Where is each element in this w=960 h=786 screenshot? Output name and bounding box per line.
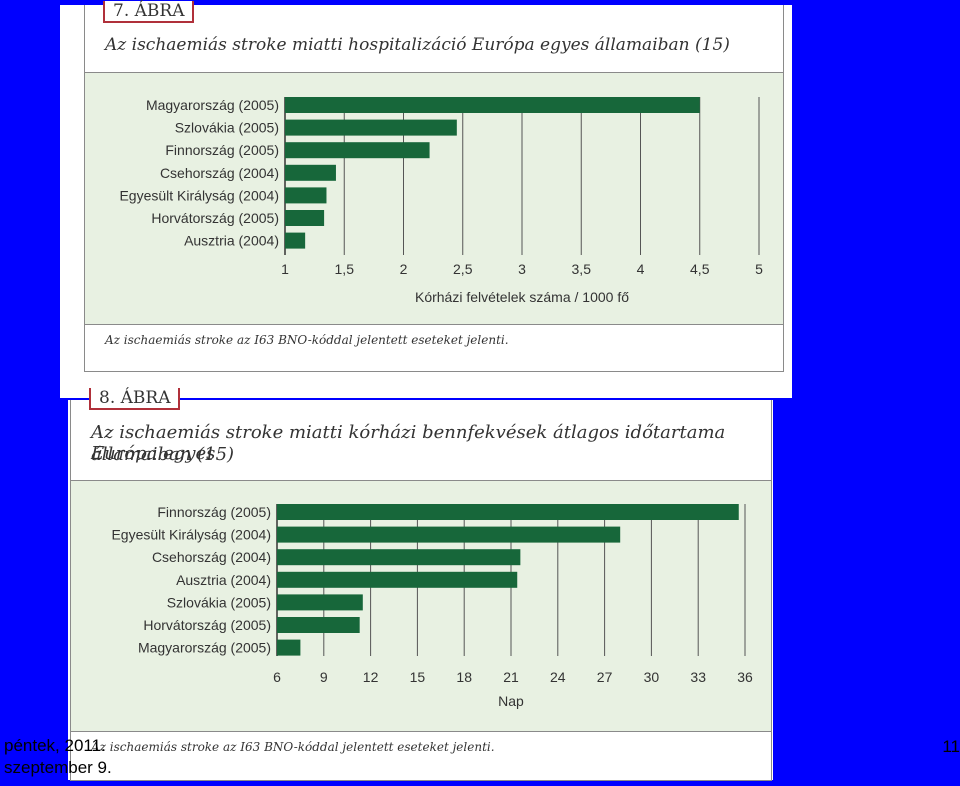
bar [277, 639, 301, 656]
x-tick-label: 5 [755, 261, 763, 277]
category-label: Ausztria (2004) [176, 572, 271, 588]
x-tick-label: 21 [503, 669, 519, 685]
x-axis-label: Nap [498, 693, 524, 709]
x-tick-label: 4,5 [690, 261, 710, 277]
bar [277, 594, 363, 611]
figure2-inner: 8. ÁBRA Az ischaemiás stroke miatti kórh… [70, 388, 772, 781]
x-tick-label: 4 [637, 261, 645, 277]
bar [285, 210, 325, 226]
figure1-title: Az ischaemiás stroke miatti hospitalizác… [105, 35, 730, 55]
bar [285, 97, 700, 113]
bar [277, 526, 621, 543]
bar [285, 232, 306, 249]
bar [285, 164, 336, 181]
x-tick-label: 3,5 [572, 261, 592, 277]
category-label: Egyesült Királyság (2004) [111, 527, 271, 543]
bar [285, 142, 430, 159]
x-tick-label: 3 [518, 261, 526, 277]
figure1-panel: 7. ÁBRA Az ischaemiás stroke miatti hosp… [60, 1, 792, 398]
figure2-note: Az ischaemiás stroke az I63 BNO-kóddal j… [91, 740, 495, 754]
figure1-inner: 7. ÁBRA Az ischaemiás stroke miatti hosp… [84, 1, 784, 372]
x-tick-label: 9 [320, 669, 328, 685]
bar [277, 617, 360, 633]
x-tick-label: 1,5 [335, 261, 355, 277]
category-label: Csehország (2004) [160, 165, 279, 181]
category-label: Magyarország (2005) [146, 97, 279, 113]
x-tick-label: 15 [410, 669, 426, 685]
figure2-chart: 6 9 12 15 18 21 24 27 30 33 36 Finnország (2005) Egy… [111, 504, 753, 709]
x-tick-label: 6 [273, 669, 281, 685]
x-axis-label: Kórházi felvételek száma / 1000 fő [415, 289, 629, 305]
x-tick-label: 30 [644, 669, 660, 685]
bar [285, 119, 457, 136]
figure2-panel: 8. ÁBRA Az ischaemiás stroke miatti kórh… [68, 388, 773, 781]
category-label: Egyesült Királyság (2004) [119, 187, 279, 203]
bar [277, 504, 739, 520]
figure1-chart: 1 1,5 2 2,5 3 3,5 4 4,5 5 Magyarország (2005) Szlo… [119, 97, 763, 305]
x-tick-label: 2 [400, 261, 408, 277]
figure2-tab: 8. ÁBRA [89, 388, 181, 410]
category-label: Ausztria (2004) [184, 233, 279, 249]
bar [277, 571, 518, 588]
x-tick-label: 2,5 [453, 261, 473, 277]
footer-date: péntek, 2011. szeptember 9. [4, 736, 112, 777]
figure1-note: Az ischaemiás stroke az I63 BNO-kóddal j… [105, 333, 509, 347]
x-tick-label: 27 [597, 669, 613, 685]
category-label: Magyarország (2005) [138, 640, 271, 656]
category-label: Szlovákia (2005) [167, 594, 271, 610]
figure1-tab: 7. ÁBRA [103, 1, 195, 23]
x-tick-label: 36 [737, 669, 753, 685]
figure2-plot-area [71, 480, 771, 732]
category-label: Horvátország (2005) [143, 617, 271, 633]
category-label: Horvátország (2005) [151, 210, 279, 226]
x-tick-label: 18 [456, 669, 472, 685]
x-tick-label: 12 [363, 669, 379, 685]
figure2-title-line2: államaiban (15) [91, 444, 235, 465]
category-label: Szlovákia (2005) [175, 120, 279, 136]
page-number: 11 [942, 737, 960, 756]
category-label: Csehország (2004) [152, 549, 271, 565]
x-tick-label: 1 [281, 261, 289, 277]
category-label: Finnország (2005) [157, 504, 271, 520]
figure2-title-line1: Az ischaemiás stroke miatti kórházi benn… [91, 422, 726, 464]
bar [277, 549, 521, 566]
figure1-plot-area [85, 72, 783, 325]
x-tick-label: 33 [690, 669, 706, 685]
category-label: Finnország (2005) [165, 142, 279, 158]
bar [285, 187, 327, 204]
x-tick-label: 24 [550, 669, 566, 685]
